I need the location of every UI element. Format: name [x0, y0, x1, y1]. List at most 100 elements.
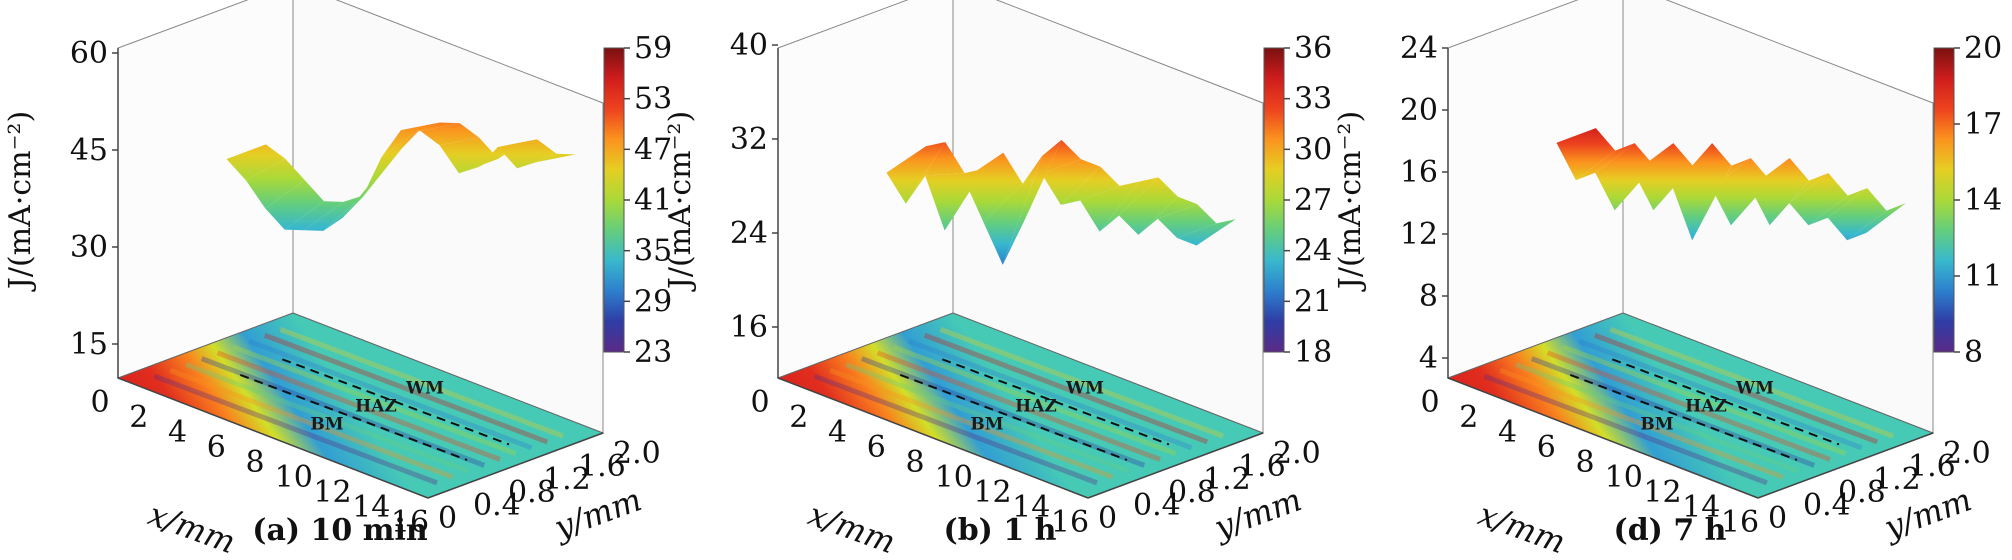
boundary-line — [281, 358, 510, 446]
floor-streak — [1562, 344, 1847, 456]
x-tick-label: 10 — [275, 460, 313, 495]
surface-facet — [400, 122, 460, 131]
x-axis-line — [1447, 377, 1759, 499]
x-tick-label: 6 — [207, 430, 226, 465]
colorbar: 8 11 14 17 20 — [1933, 31, 2002, 370]
colorbar: 23 29 35 41 47 53 59 — [603, 31, 672, 370]
surface-facet — [1808, 188, 1868, 226]
floor-streak — [829, 368, 1114, 480]
region-label-haz: HAZ — [1685, 397, 1727, 417]
surface-facet — [1022, 139, 1081, 226]
surface-facet — [1099, 177, 1159, 232]
surface-facet — [964, 152, 1023, 222]
surface — [226, 122, 576, 231]
x-tick-label: 2 — [129, 400, 148, 435]
surface-facet — [1080, 181, 1139, 232]
y-tick-label: 0 — [1098, 501, 1117, 536]
surface-facet — [1138, 196, 1198, 235]
axes-box — [117, 0, 604, 434]
x-axis-line — [777, 377, 1089, 499]
z-axis: 15 30 45 60 J/(mA·cm⁻²) — [3, 36, 119, 378]
colorbar-tick-label: 27 — [1294, 183, 1332, 218]
y-tick-label: 0.4 — [1133, 488, 1181, 523]
y-tick-label: 0.8 — [1838, 475, 1886, 510]
surface-facet — [517, 153, 576, 169]
colorbar-tick-label: 23 — [634, 335, 672, 370]
surface-facet — [284, 201, 344, 231]
floor-streak — [908, 338, 1193, 451]
x-tick-label: 4 — [168, 415, 187, 450]
x-axis-title: x/mm — [143, 495, 240, 560]
y-axis-line — [427, 432, 604, 499]
z-tick-label: 45 — [70, 133, 108, 168]
z-tick-label: 4 — [1419, 341, 1438, 376]
region-label-bm: BM — [310, 415, 343, 435]
side-wall — [1447, 0, 1624, 379]
floor-streak — [232, 344, 517, 456]
z-tick-label: 32 — [730, 122, 768, 157]
colorbar-tick-label: 8 — [1964, 335, 1983, 370]
floor-streak — [248, 338, 533, 451]
y-tick-label: 1.2 — [1203, 462, 1251, 497]
z-tick-label: 60 — [70, 36, 108, 71]
colorbar-tick-label: 53 — [634, 82, 672, 117]
x-tick-label: 16 — [1051, 505, 1089, 540]
y-tick-label: 1.2 — [1873, 462, 1921, 497]
z-tick-label: 24 — [1400, 31, 1438, 66]
boundary-line — [1569, 373, 1798, 461]
surface-facet — [1060, 166, 1120, 205]
floor-projection: WM HAZ BM — [1446, 312, 1935, 499]
colorbar-tick-label: 17 — [1964, 107, 2002, 142]
x-tick-label: 14 — [1682, 490, 1720, 525]
z-tick-label: 24 — [730, 216, 768, 251]
surface-facet — [265, 179, 324, 230]
floor-streak — [860, 356, 1146, 468]
x-tick-label: 6 — [1537, 430, 1556, 465]
colorbar-scale — [603, 47, 625, 353]
y-tick-label: 0.4 — [1803, 488, 1851, 523]
region-label-haz: HAZ — [1015, 397, 1057, 417]
z-axis: 4 8 12 16 20 24 J/(mA·cm⁻²) — [1333, 31, 1449, 378]
x-tick-label: 2 — [1459, 400, 1478, 435]
y-tick-label: 2.0 — [1273, 436, 1321, 471]
floor-streak — [845, 362, 1130, 474]
floor-streak — [813, 373, 1098, 486]
surface-facet — [1847, 203, 1906, 241]
y-tick-label: 1.2 — [543, 462, 591, 497]
surface — [1556, 128, 1906, 241]
region-label-bm: BM — [970, 415, 1003, 435]
region-label-wm: WM — [1735, 378, 1774, 398]
colorbar-tick-label: 21 — [1294, 284, 1332, 319]
y-tick-label: 0.8 — [508, 475, 556, 510]
colorbar-scale — [1933, 47, 1955, 353]
panel-caption: (d) 7 h — [1614, 513, 1727, 548]
surface-facet — [1827, 188, 1887, 241]
floor-streak — [185, 362, 470, 474]
surface-facet — [1711, 158, 1771, 226]
region-label-bm: BM — [1640, 415, 1673, 435]
z-tick-label: 40 — [730, 28, 768, 63]
y-tick-label: 1.6 — [578, 449, 626, 484]
surface-facet — [1595, 143, 1654, 211]
y-tick-label: 1.6 — [1908, 449, 1956, 484]
floor-streak — [939, 327, 1224, 439]
surface-facet — [1177, 219, 1236, 246]
y-tick-label: 1.6 — [1238, 449, 1286, 484]
surface-facet — [304, 195, 363, 231]
x-tick-label: 2 — [789, 400, 808, 435]
floor-streak — [153, 373, 438, 486]
surface-facet — [1634, 143, 1693, 211]
colorbar-tick-label: 20 — [1964, 31, 2002, 66]
x-tick-label: 8 — [245, 445, 264, 480]
region-label-haz: HAZ — [355, 397, 397, 417]
floor-streak — [923, 332, 1209, 445]
floor-streak — [892, 344, 1177, 456]
y-axis: 0 0.40.81.21.62.0y/mm — [1087, 432, 1321, 547]
floor-streak — [263, 332, 549, 445]
y-tick-label: 2.0 — [613, 436, 661, 471]
surface-facet — [439, 137, 499, 174]
floor-streak — [1483, 373, 1768, 486]
z-tick-label: 8 — [1419, 279, 1438, 314]
surface-facet — [1041, 159, 1101, 205]
floor-streak — [1593, 332, 1879, 445]
